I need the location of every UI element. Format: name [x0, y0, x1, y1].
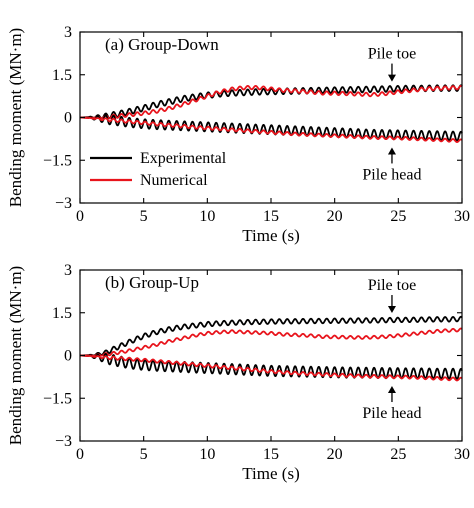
- y-tick-label: 0: [64, 348, 72, 365]
- y-tick-label: 3: [64, 24, 72, 41]
- series-line-pile-toe-numerical: [79, 84, 463, 120]
- x-tick-label: 20: [327, 446, 343, 463]
- annotation-label: Pile toe: [368, 46, 416, 63]
- x-tick-label: 20: [327, 208, 343, 225]
- annotation-arrow-head: [387, 306, 396, 314]
- series-line-pile-toe-experimental: [79, 84, 463, 120]
- y-tick-label: −3: [55, 195, 72, 212]
- y-tick-label: −1.5: [43, 152, 72, 169]
- annotation-arrow-head: [387, 147, 396, 155]
- x-tick-label: 30: [454, 446, 470, 463]
- y-tick-label: 0: [64, 110, 72, 127]
- legend-label: Experimental: [140, 150, 227, 167]
- series-line-pile-toe-numerical: [79, 327, 463, 357]
- x-tick-label: 10: [199, 208, 215, 225]
- x-tick-label: 15: [263, 446, 279, 463]
- panel-group-up: 0 5 10 15 20 25 30 3 1.5 0 −1.5 −3 Time (s) Bending m…: [6, 262, 470, 483]
- annotation-arrow-head: [387, 74, 396, 82]
- series-line-pile-head-numerical: [79, 116, 463, 143]
- x-axis-title: Time (s): [242, 226, 299, 245]
- y-axis-title: Bending moment (MN·m): [6, 28, 25, 207]
- x-tick-label: 5: [140, 446, 148, 463]
- panel-label: (b) Group-Up: [105, 273, 199, 292]
- y-tick-label: −1.5: [43, 390, 72, 407]
- y-tick-label: 3: [64, 262, 72, 279]
- y-tick-label: −3: [55, 433, 72, 450]
- x-tick-label: 30: [454, 208, 470, 225]
- x-tick-label: 15: [263, 208, 279, 225]
- annotation-label: Pile head: [362, 405, 421, 422]
- x-tick-label: 0: [76, 208, 84, 225]
- series-line-pile-head-experimental: [79, 352, 463, 380]
- panel-group-down: 0 5 10 15 20 25 30 3 1.5 0 −1.5 −3 Time (s) Bending m…: [6, 24, 470, 245]
- y-axis-title: Bending moment (MN·m): [6, 266, 25, 445]
- series-line-pile-toe-experimental: [79, 315, 463, 357]
- annotation-label: Pile head: [362, 166, 421, 183]
- x-axis-title: Time (s): [242, 464, 299, 483]
- y-tick-label: 1.5: [52, 305, 72, 322]
- x-tick-label: 5: [140, 208, 148, 225]
- panel-label: (a) Group-Down: [105, 35, 219, 54]
- legend-label: Numerical: [140, 172, 208, 189]
- x-tick-label: 0: [76, 446, 84, 463]
- x-tick-label: 10: [199, 446, 215, 463]
- x-tick-label: 25: [390, 208, 406, 225]
- x-tick-label: 25: [390, 446, 406, 463]
- annotation-arrow-head: [387, 386, 396, 394]
- annotation-label: Pile toe: [368, 277, 416, 294]
- y-tick-label: 1.5: [52, 67, 72, 84]
- series-line-pile-head-numerical: [79, 354, 463, 382]
